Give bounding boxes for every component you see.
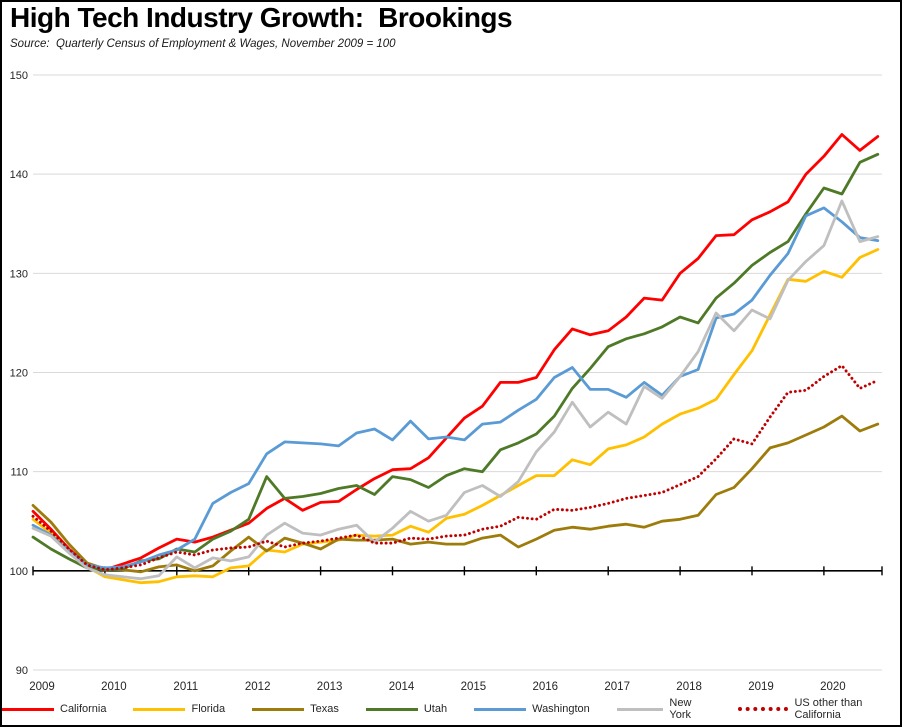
legend-label: Florida xyxy=(191,703,226,715)
y-axis-tick-label: 110 xyxy=(10,467,28,479)
legend-label: Utah xyxy=(423,703,448,715)
series-line-washington xyxy=(31,206,880,570)
series-line-new-york xyxy=(31,199,880,581)
y-axis-tick-label: 120 xyxy=(10,367,28,379)
x-axis-tick-label: 2009 xyxy=(29,681,55,693)
series-line-us-other-than-california xyxy=(31,364,880,572)
legend-item-florida: Florida xyxy=(133,703,225,715)
legend-item-washington: Washington xyxy=(474,703,590,715)
source-note: Source: Quarterly Census of Employment &… xyxy=(10,38,396,50)
legend-item-california: California xyxy=(2,703,106,715)
legend-label: US other than California xyxy=(794,697,863,721)
series-line-california xyxy=(31,133,880,572)
y-axis-tick-label: 130 xyxy=(10,268,28,280)
x-axis-tick-label: 2015 xyxy=(461,681,487,693)
x-axis-tick-label: 2020 xyxy=(820,681,846,693)
x-axis-tick-label: 2016 xyxy=(533,681,559,693)
legend-swatch-icon xyxy=(365,707,418,711)
y-axis-tick-label: 90 xyxy=(16,665,28,677)
legend-item-new-york: New York xyxy=(616,697,711,721)
series-line-florida xyxy=(31,248,880,585)
legend-label: Washington xyxy=(532,703,590,715)
legend-swatch-icon xyxy=(738,707,789,711)
x-axis-tick-label: 2011 xyxy=(173,681,198,693)
legend-label: New York xyxy=(669,697,692,721)
legend-label: California xyxy=(60,703,107,715)
x-axis-tick-label: 2019 xyxy=(748,681,774,693)
legend-swatch-icon xyxy=(133,707,186,711)
x-axis-tick-label: 2014 xyxy=(389,681,415,693)
series-line-utah xyxy=(31,152,880,572)
page-title: High Tech Industry Growth: Brookings xyxy=(10,2,513,33)
legend-item-texas: Texas xyxy=(252,703,339,715)
legend-swatch-icon xyxy=(474,707,527,711)
legend-swatch-icon xyxy=(2,707,54,711)
series-line-texas xyxy=(31,414,880,574)
legend-label: Texas xyxy=(310,703,339,715)
chart-legend: California Florida Texas Utah Washington New … xyxy=(2,696,900,722)
legend-item-us-other-than-california: US other than California xyxy=(738,697,900,721)
x-axis-tick-label: 2013 xyxy=(317,681,343,693)
legend-item-utah: Utah xyxy=(365,703,448,715)
x-axis-tick-label: 2018 xyxy=(676,681,702,693)
y-axis-tick-label: 140 xyxy=(10,169,28,181)
y-axis-tick-label: 150 xyxy=(10,70,28,82)
x-axis-tick-label: 2017 xyxy=(604,681,630,693)
y-axis-tick-label: 100 xyxy=(10,566,28,578)
legend-swatch-icon xyxy=(252,707,305,711)
legend-swatch-icon xyxy=(616,707,664,711)
x-axis-tick-label: 2010 xyxy=(101,681,127,693)
x-axis-tick-label: 2012 xyxy=(245,681,271,693)
